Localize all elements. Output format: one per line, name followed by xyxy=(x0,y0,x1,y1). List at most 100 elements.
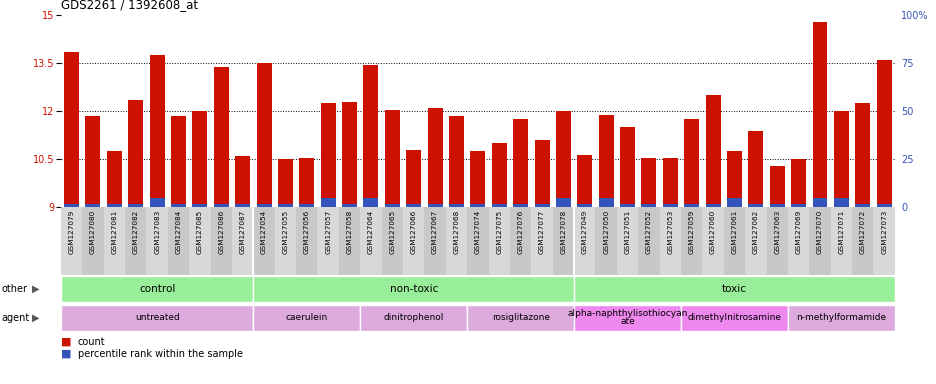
Bar xyxy=(253,276,574,302)
Text: GSM127058: GSM127058 xyxy=(346,209,352,253)
Text: GSM127059: GSM127059 xyxy=(688,209,694,253)
Bar xyxy=(723,207,744,275)
Bar xyxy=(467,207,488,275)
Bar xyxy=(320,103,335,207)
Text: ■: ■ xyxy=(61,336,71,347)
Text: GSM127072: GSM127072 xyxy=(859,209,865,253)
Text: percentile rank within the sample: percentile rank within the sample xyxy=(78,349,242,359)
Bar xyxy=(766,207,787,275)
Text: non-toxic: non-toxic xyxy=(389,284,437,294)
Bar xyxy=(211,207,232,275)
Text: GSM127077: GSM127077 xyxy=(538,209,545,253)
Bar xyxy=(274,207,296,275)
Text: GSM127076: GSM127076 xyxy=(517,209,523,253)
Bar xyxy=(470,204,485,207)
Bar xyxy=(61,305,253,331)
Bar xyxy=(381,207,402,275)
Bar xyxy=(680,207,702,275)
Bar xyxy=(637,207,659,275)
Bar xyxy=(146,207,168,275)
Bar xyxy=(61,207,82,275)
Bar xyxy=(124,207,146,275)
Text: GSM127085: GSM127085 xyxy=(197,209,203,253)
Text: GSM127065: GSM127065 xyxy=(389,209,395,253)
Bar xyxy=(253,207,274,275)
Text: GSM127073: GSM127073 xyxy=(880,209,886,253)
Text: GSM127086: GSM127086 xyxy=(218,209,224,253)
Bar xyxy=(748,131,763,207)
Bar xyxy=(812,198,826,207)
Text: GSM127075: GSM127075 xyxy=(496,209,502,253)
Bar xyxy=(61,276,253,302)
Bar xyxy=(82,207,104,275)
Text: GSM127062: GSM127062 xyxy=(752,209,758,253)
Text: toxic: toxic xyxy=(722,284,746,294)
Bar xyxy=(467,305,574,331)
Text: GSM127082: GSM127082 xyxy=(133,209,139,253)
Bar xyxy=(192,204,207,207)
Text: GSM127061: GSM127061 xyxy=(731,209,737,253)
Text: dimethylnitrosamine: dimethylnitrosamine xyxy=(687,313,781,322)
Bar xyxy=(534,204,548,207)
Bar xyxy=(488,207,509,275)
Bar xyxy=(296,207,317,275)
Text: ▶: ▶ xyxy=(32,313,39,323)
Bar xyxy=(448,204,463,207)
Bar xyxy=(192,111,207,207)
Text: GSM127064: GSM127064 xyxy=(368,209,373,253)
Text: ■: ■ xyxy=(61,349,71,359)
Bar xyxy=(787,305,894,331)
Bar xyxy=(107,151,122,207)
Bar xyxy=(790,204,805,207)
Bar xyxy=(680,305,787,331)
Bar xyxy=(574,207,595,275)
Bar xyxy=(833,198,848,207)
Bar xyxy=(513,204,528,207)
Bar xyxy=(385,204,400,207)
Bar xyxy=(683,119,698,207)
Bar xyxy=(809,207,830,275)
Bar xyxy=(616,207,637,275)
Bar xyxy=(402,207,424,275)
Bar xyxy=(448,116,463,207)
Bar xyxy=(320,198,335,207)
Text: ▶: ▶ xyxy=(32,284,39,294)
Bar xyxy=(446,207,467,275)
Text: other: other xyxy=(2,284,28,294)
Text: GSM127050: GSM127050 xyxy=(603,209,608,253)
Bar xyxy=(171,204,185,207)
Text: GSM127054: GSM127054 xyxy=(261,209,267,253)
Bar xyxy=(107,204,122,207)
Bar xyxy=(768,204,783,207)
Bar xyxy=(427,204,442,207)
Text: control: control xyxy=(139,284,175,294)
Bar xyxy=(213,66,228,207)
Bar xyxy=(232,207,253,275)
Bar xyxy=(406,150,421,207)
Bar xyxy=(555,198,570,207)
Bar xyxy=(577,204,592,207)
Bar xyxy=(876,60,891,207)
Text: GSM127066: GSM127066 xyxy=(410,209,417,253)
Bar xyxy=(299,204,314,207)
Bar xyxy=(235,156,250,207)
Bar xyxy=(339,207,359,275)
Bar xyxy=(855,103,870,207)
Bar xyxy=(641,158,656,207)
Bar xyxy=(830,207,851,275)
Text: GSM127069: GSM127069 xyxy=(795,209,801,253)
Text: dinitrophenol: dinitrophenol xyxy=(383,313,444,322)
Text: count: count xyxy=(78,336,105,347)
Text: GSM127056: GSM127056 xyxy=(303,209,310,253)
Text: rosiglitazone: rosiglitazone xyxy=(491,313,549,322)
Text: GDS2261 / 1392608_at: GDS2261 / 1392608_at xyxy=(61,0,197,12)
Bar xyxy=(104,207,124,275)
Bar xyxy=(64,52,79,207)
Bar xyxy=(85,204,100,207)
Text: GSM127063: GSM127063 xyxy=(773,209,780,253)
Bar xyxy=(85,116,100,207)
Bar xyxy=(278,159,293,207)
Bar xyxy=(744,207,766,275)
Bar xyxy=(363,198,378,207)
Text: GSM127070: GSM127070 xyxy=(816,209,822,253)
